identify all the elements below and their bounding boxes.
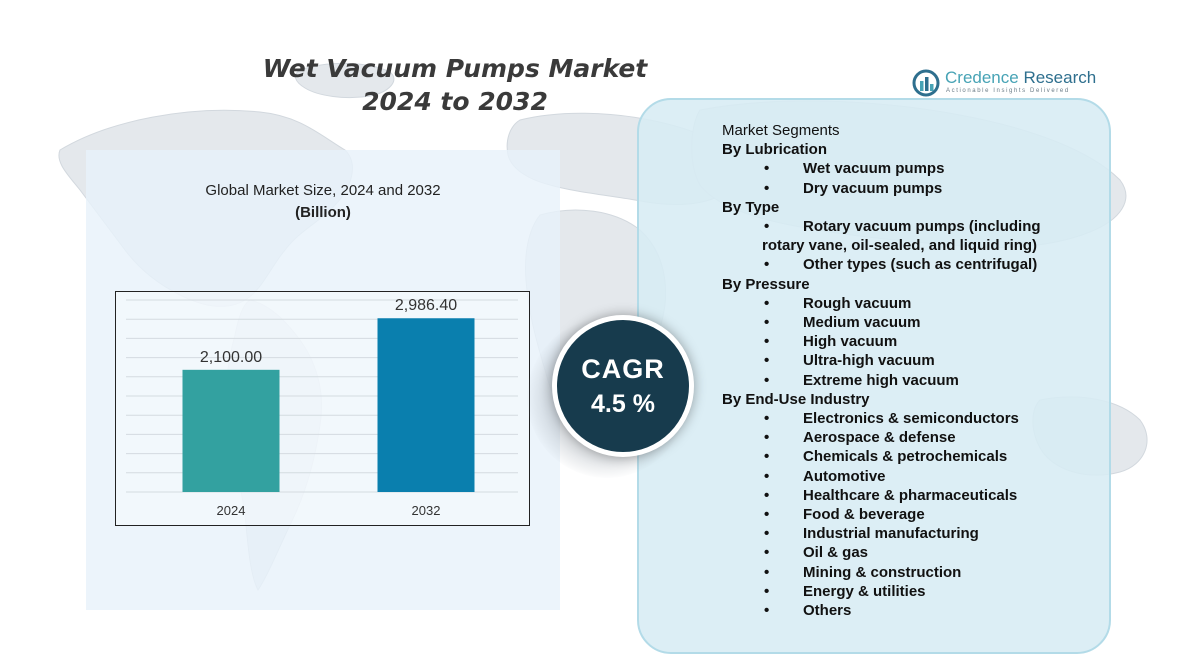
segments-heading: Market Segments bbox=[722, 122, 840, 139]
segment-item: • Rough vacuum bbox=[722, 294, 1102, 313]
segment-item-label: Food & beverage bbox=[803, 506, 925, 524]
cagr-badge: CAGR 4.5 % bbox=[552, 315, 694, 457]
segment-item-label: Energy & utilities bbox=[803, 582, 926, 600]
bar-value-label: 2,986.40 bbox=[395, 297, 457, 314]
segment-item-label: Industrial manufacturing bbox=[803, 525, 979, 543]
segment-item-label: Aerospace & defense bbox=[803, 429, 956, 447]
logo-name-part-1: Credence bbox=[945, 68, 1019, 87]
segment-item-label: High vacuum bbox=[803, 333, 898, 351]
logo-name: Credence Research bbox=[945, 68, 1096, 88]
bullet-icon: • bbox=[764, 486, 770, 504]
segment-item-label: rotary vane, oil-sealed, and liquid ring… bbox=[762, 237, 1038, 255]
segment-item: • Industrial manufacturing bbox=[722, 524, 1102, 543]
segment-item-label: Ultra-high vacuum bbox=[803, 352, 935, 370]
segment-group-title: By Pressure bbox=[722, 275, 810, 293]
segment-item: • Automotive bbox=[722, 467, 1102, 486]
segment-group-title: By Lubrication bbox=[722, 141, 828, 159]
bullet-icon: • bbox=[764, 218, 770, 236]
bullet-icon: • bbox=[764, 352, 770, 370]
segment-item: • Aerospace & defense bbox=[722, 428, 1102, 447]
segment-item: • Mining & construction bbox=[722, 563, 1102, 582]
chart-title: Wet Vacuum Pumps Market 2024 to 2032 bbox=[250, 52, 660, 118]
logo-name-part-2: Research bbox=[1018, 68, 1097, 87]
chart-unit-label: (Billion) bbox=[295, 204, 351, 221]
bullet-icon: • bbox=[764, 525, 770, 543]
title-line-1: Wet Vacuum Pumps Market bbox=[262, 54, 648, 83]
segment-item: • Wet vacuum pumps bbox=[722, 159, 1102, 178]
bullet-icon: • bbox=[764, 371, 770, 389]
bullet-icon: • bbox=[764, 429, 770, 447]
segment-item-label: Dry vacuum pumps bbox=[803, 179, 943, 197]
segment-item-label: Medium vacuum bbox=[803, 314, 921, 332]
cagr-label: CAGR bbox=[581, 354, 665, 384]
title-line-2: 2024 to 2032 bbox=[362, 87, 548, 116]
segment-item-label: Wet vacuum pumps bbox=[803, 160, 945, 178]
segment-item-label: Other types (such as centrifugal) bbox=[803, 256, 1038, 274]
bar-chart: 2,100.00 2024 2,986.40 2032 bbox=[115, 291, 530, 526]
bullet-icon: • bbox=[764, 563, 770, 581]
segment-item-label: Rough vacuum bbox=[803, 294, 912, 312]
segment-item: • Extreme high vacuum bbox=[722, 371, 1102, 390]
logo-tagline: Actionable Insights Delivered bbox=[946, 88, 1070, 94]
chart-caption-line: Global Market Size, 2024 and 2032 bbox=[205, 182, 441, 199]
segment-item-label: Electronics & semiconductors bbox=[803, 410, 1019, 428]
bullet-icon: • bbox=[764, 582, 770, 600]
x-tick-label: 2032 bbox=[412, 503, 441, 518]
segment-item-label: Oil & gas bbox=[803, 544, 869, 562]
segment-item-label: Mining & construction bbox=[803, 563, 962, 581]
bullet-icon: • bbox=[764, 544, 770, 562]
bar-chart-svg: 2,100.00 2024 2,986.40 2032 bbox=[126, 297, 518, 518]
segment-item: • Other types (such as centrifugal) bbox=[722, 255, 1102, 274]
bullet-icon: • bbox=[764, 314, 770, 332]
bar-value-label: 2,100.00 bbox=[200, 349, 262, 366]
segment-item-label: Extreme high vacuum bbox=[803, 371, 959, 389]
segment-item: • Oil & gas bbox=[722, 543, 1102, 562]
market-size-panel bbox=[86, 150, 560, 610]
bullet-icon: • bbox=[764, 467, 770, 485]
segment-item: • Rotary vacuum pumps (including bbox=[722, 217, 1102, 236]
segment-item-label: Automotive bbox=[803, 467, 886, 485]
bar-chart-logo-icon bbox=[912, 69, 940, 97]
segment-item: • Medium vacuum bbox=[722, 313, 1102, 332]
segment-item: • Dry vacuum pumps bbox=[722, 179, 1102, 198]
bullet-icon: • bbox=[764, 160, 770, 178]
bullet-icon: • bbox=[764, 448, 770, 466]
segment-item: • High vacuum bbox=[722, 332, 1102, 351]
chart-caption: Global Market Size, 2024 and 2032 (Billi… bbox=[86, 180, 560, 224]
bullet-icon: • bbox=[764, 294, 770, 312]
bullet-icon: • bbox=[764, 602, 770, 620]
bar-2032 bbox=[377, 318, 475, 492]
segment-item-label: Others bbox=[803, 602, 852, 620]
segment-item: • Food & beverage bbox=[722, 505, 1102, 524]
credence-research-logo: Credence Research Actionable Insights De… bbox=[912, 66, 1102, 100]
segment-item-label: Rotary vacuum pumps (including bbox=[803, 218, 1041, 236]
bar-2024 bbox=[182, 369, 280, 492]
bullet-icon: • bbox=[764, 410, 770, 428]
market-segments-list: Market Segments By Lubrication • Wet vacuu… bbox=[722, 121, 1102, 620]
bullet-icon: • bbox=[764, 333, 770, 351]
segment-item: • Chemicals & petrochemicals bbox=[722, 447, 1102, 466]
segment-item: • Electronics & semiconductors bbox=[722, 409, 1102, 428]
x-tick-label: 2024 bbox=[217, 503, 246, 518]
segment-group-title: By End-Use Industry bbox=[722, 390, 870, 408]
segment-item: • Others bbox=[722, 601, 1102, 620]
segment-item: • Energy & utilities bbox=[722, 582, 1102, 601]
segment-item: rotary vane, oil-sealed, and liquid ring… bbox=[722, 236, 1102, 255]
segment-item: • Ultra-high vacuum bbox=[722, 351, 1102, 370]
bullet-icon: • bbox=[764, 506, 770, 524]
bullet-icon: • bbox=[764, 179, 770, 197]
segment-item: • Healthcare & pharmaceuticals bbox=[722, 486, 1102, 505]
cagr-value: 4.5 % bbox=[591, 390, 655, 418]
bullet-icon: • bbox=[764, 256, 770, 274]
segment-group-title: By Type bbox=[722, 198, 780, 216]
segment-item-label: Chemicals & petrochemicals bbox=[803, 448, 1008, 466]
segment-item-label: Healthcare & pharmaceuticals bbox=[803, 486, 1018, 504]
